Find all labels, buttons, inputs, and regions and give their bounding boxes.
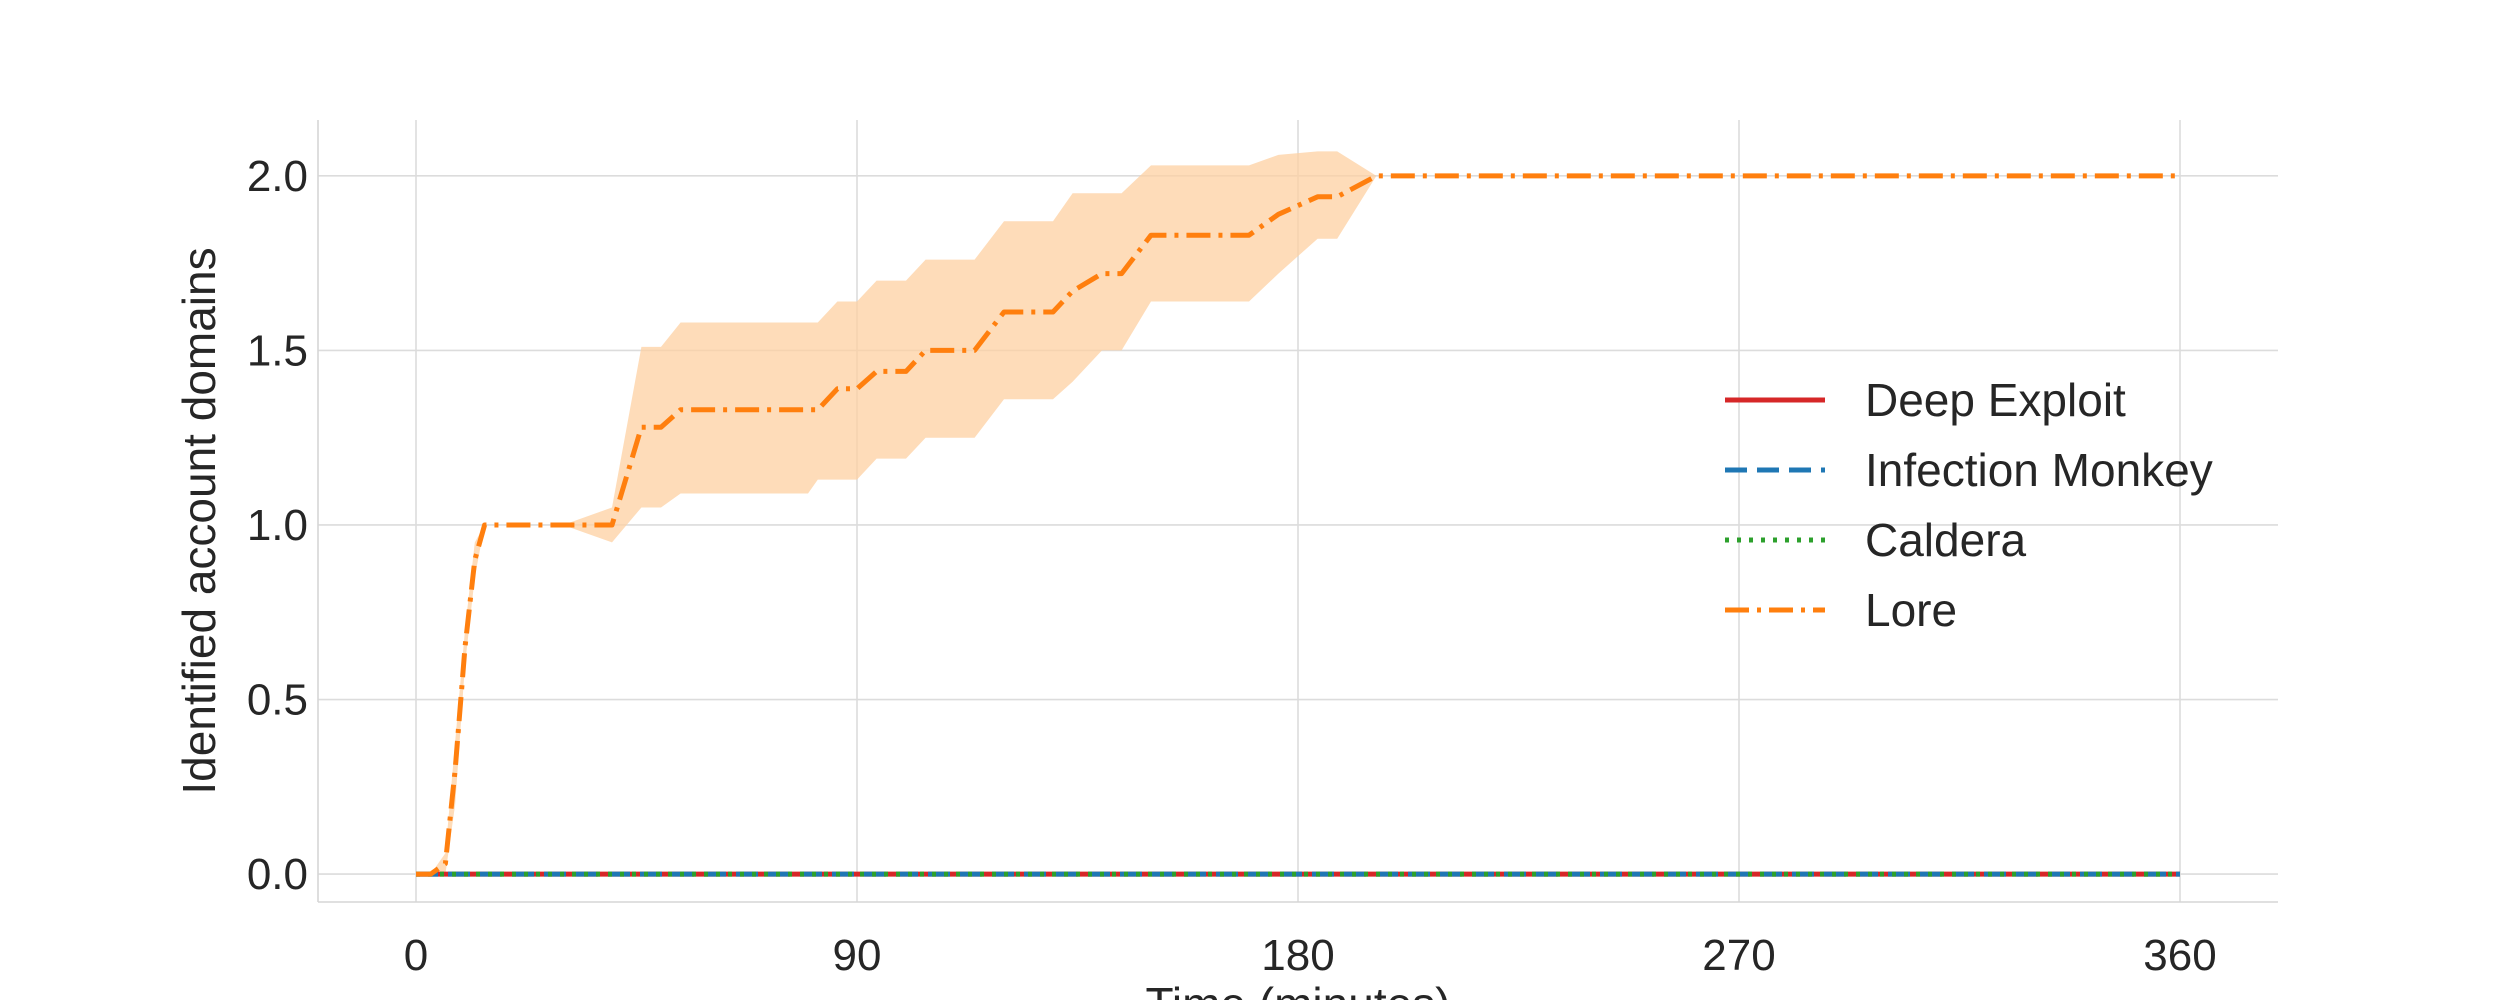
legend: Deep Exploit Infection Monkey Caldera Lore [1725,374,2213,636]
x-tick-label: 0 [404,931,428,980]
series-lines [416,173,2180,877]
x-tick-label: 270 [1702,931,1775,980]
tick-labels: 0 90 180 270 360 0.0 0.5 1.0 1.5 2.0 [247,152,2217,980]
y-tick-label: 1.5 [247,326,308,375]
y-tick-label: 0.5 [247,676,308,725]
legend-label: Deep Exploit [1865,374,2126,426]
confidence-bands [416,151,2180,875]
y-tick-label: 1.0 [247,501,308,550]
legend-label: Infection Monkey [1865,444,2213,496]
legend-label: Lore [1865,584,1957,636]
y-axis-label: Identified account domains [173,247,225,794]
axes [317,120,2278,903]
y-tick-label: 0.0 [247,850,308,899]
legend-label: Caldera [1865,514,2027,566]
y-tick-label: 2.0 [247,152,308,201]
x-tick-label: 90 [833,931,882,980]
x-tick-label: 180 [1261,931,1334,980]
x-axis-label: Time (minutes) [1146,978,1451,1000]
series-band-lore [416,151,2180,875]
x-tick-label: 360 [2143,931,2216,980]
